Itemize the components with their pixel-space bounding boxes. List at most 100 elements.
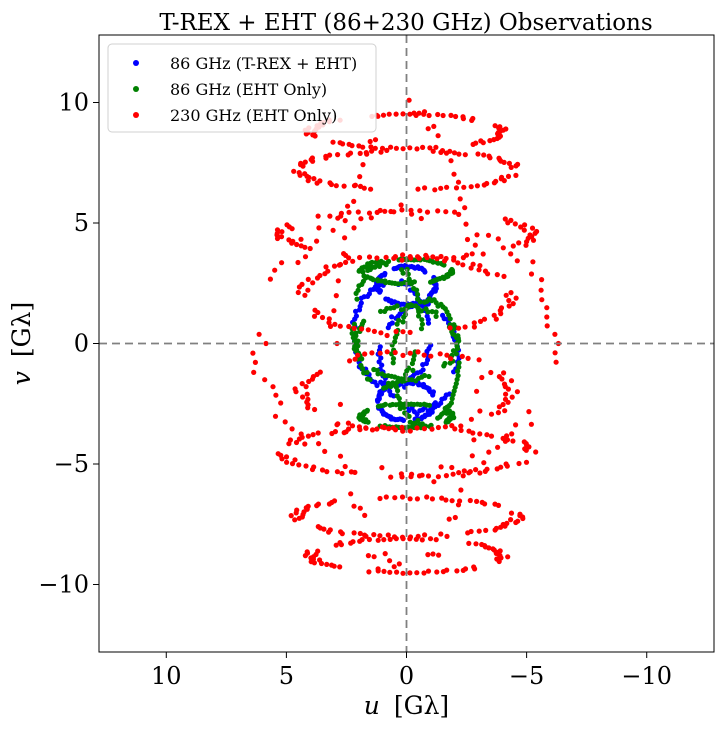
data-point (426, 373, 432, 380)
data-point (513, 519, 519, 526)
data-point (349, 423, 356, 429)
data-point (381, 537, 387, 543)
data-point (533, 449, 539, 455)
data-point (444, 404, 450, 410)
data-point (502, 408, 508, 414)
data-point (447, 360, 453, 366)
data-point (455, 260, 461, 266)
data-point (513, 163, 519, 169)
data-point (342, 235, 348, 241)
data-point (358, 216, 364, 222)
data-point (383, 296, 389, 302)
data-point (392, 349, 398, 356)
data-point (464, 236, 471, 243)
data-point (455, 179, 462, 185)
data-point (419, 537, 425, 543)
y-axis: 10 5 0 −5 −10 (38, 88, 99, 599)
data-point (366, 569, 372, 575)
data-point (506, 297, 512, 304)
data-point (312, 307, 318, 313)
data-point (449, 498, 455, 504)
x-tick-label: 0 (399, 662, 414, 690)
data-point (451, 171, 457, 177)
data-point (411, 110, 417, 116)
data-point (414, 496, 420, 502)
data-point (365, 327, 371, 333)
data-point (435, 111, 441, 118)
data-point (274, 235, 281, 242)
data-point (298, 431, 304, 437)
y-tick-label: 10 (58, 88, 89, 116)
data-point (303, 463, 309, 469)
data-point (300, 394, 306, 400)
data-point (491, 312, 497, 318)
data-point (500, 245, 506, 251)
data-point (337, 564, 343, 570)
data-point (422, 532, 428, 538)
plot-points (250, 97, 562, 576)
data-point (538, 287, 544, 293)
data-point (544, 305, 550, 311)
data-point (516, 460, 522, 467)
data-point (384, 349, 390, 355)
data-point (338, 210, 344, 216)
data-point (305, 396, 311, 402)
data-point (294, 507, 300, 513)
data-point (413, 303, 419, 309)
data-point (374, 426, 380, 432)
data-point (456, 151, 462, 157)
data-point (288, 513, 294, 519)
data-point (371, 328, 377, 334)
data-point (335, 278, 341, 284)
data-point (351, 530, 357, 536)
data-point (417, 208, 423, 214)
data-point (438, 253, 444, 260)
data-point (435, 133, 441, 139)
data-point (426, 112, 432, 119)
data-point (428, 353, 434, 359)
data-point (455, 502, 462, 508)
data-point (474, 232, 480, 238)
data-point (353, 308, 359, 314)
data-point (400, 146, 406, 152)
data-point (414, 570, 420, 576)
data-point (409, 360, 415, 367)
data-point (322, 448, 328, 454)
data-point (424, 348, 430, 354)
data-point (341, 430, 347, 436)
data-point (364, 274, 370, 280)
data-point (290, 238, 296, 244)
data-point (488, 433, 495, 439)
data-point (407, 534, 414, 540)
data-point (441, 363, 447, 369)
data-point (501, 178, 507, 184)
data-point (361, 318, 367, 324)
data-point (351, 346, 357, 352)
data-point (384, 147, 390, 153)
data-point (415, 349, 421, 355)
data-point (450, 471, 456, 477)
data-point (438, 185, 444, 191)
data-point (398, 202, 404, 208)
data-point (449, 464, 455, 471)
data-point (369, 259, 375, 265)
data-point (379, 371, 385, 377)
data-point (480, 251, 486, 257)
data-point (377, 207, 383, 214)
data-point (369, 148, 375, 154)
data-point (400, 111, 406, 117)
data-point (407, 570, 413, 576)
data-point (357, 505, 363, 511)
data-point (309, 155, 315, 161)
data-point (367, 138, 373, 145)
data-point (348, 491, 354, 497)
data-point (388, 208, 394, 215)
data-point (460, 473, 466, 479)
data-point (325, 268, 331, 274)
y-tick-label: −10 (38, 571, 89, 599)
data-point (463, 221, 469, 227)
data-point (480, 140, 486, 146)
data-point (474, 498, 480, 504)
data-point (392, 339, 398, 345)
